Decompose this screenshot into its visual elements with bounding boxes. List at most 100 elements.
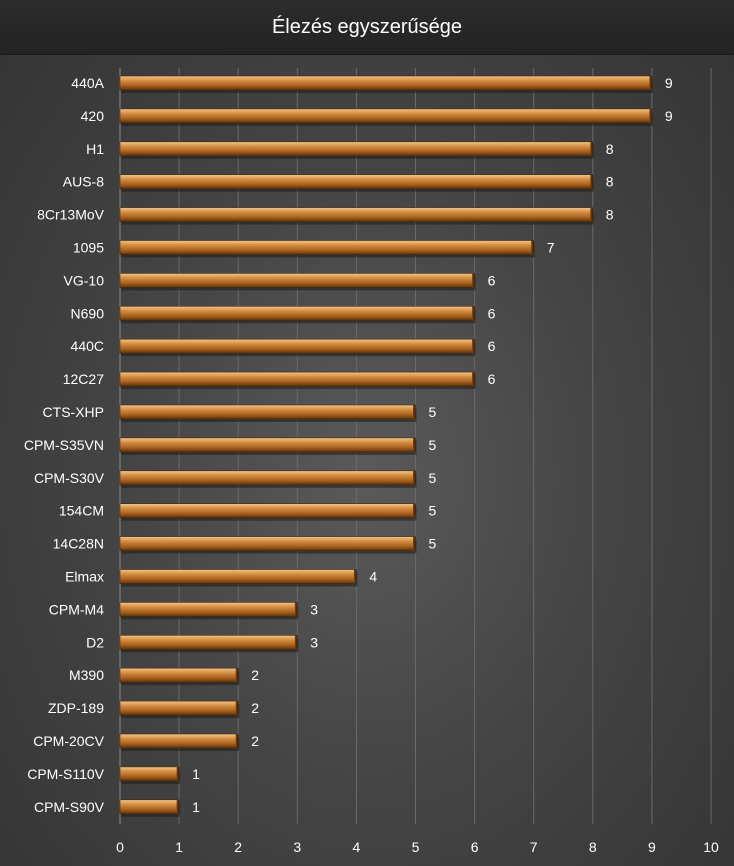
bar (119, 404, 417, 422)
category-label: AUS-8 (63, 174, 104, 190)
category-label: 440C (71, 338, 104, 354)
value-label: 5 (429, 437, 437, 453)
bar-body (119, 569, 357, 584)
bar (119, 174, 594, 192)
category-label: CTS-XHP (43, 404, 104, 420)
bar-end-cap (413, 503, 416, 518)
x-tick-label: 3 (293, 839, 301, 855)
bar-end-cap (590, 207, 593, 222)
bar-body (119, 141, 594, 157)
category-label: CPM-S35VN (24, 437, 104, 453)
bar (119, 700, 240, 719)
bar-body (119, 700, 239, 716)
category-label: CPM-M4 (49, 601, 104, 617)
value-label: 6 (488, 305, 496, 321)
bar-body (119, 404, 416, 420)
value-label: 1 (192, 766, 200, 782)
category-label: CPM-S90V (34, 799, 105, 815)
bar-end-cap (176, 799, 180, 814)
bar (119, 207, 594, 225)
bar-end-cap (235, 734, 239, 748)
x-tick-label: 10 (703, 839, 719, 855)
bar-end-cap (413, 470, 416, 485)
category-label: Elmax (65, 569, 104, 585)
value-label: 6 (488, 371, 496, 387)
x-tick-label: 4 (353, 839, 361, 855)
value-label: 5 (429, 536, 437, 552)
bar-body (119, 240, 535, 255)
chart-title: Élezés egyszerűsége (271, 16, 463, 38)
bars-group (119, 75, 653, 817)
title-bar (0, 0, 734, 55)
bar (119, 338, 476, 357)
bar-body (119, 108, 653, 124)
bar-body (119, 437, 416, 453)
bar (119, 437, 417, 455)
x-tick-label: 2 (234, 839, 242, 855)
bar-end-cap (294, 602, 298, 617)
bar-body (119, 799, 180, 815)
x-tick-label: 5 (412, 839, 420, 855)
bar (119, 536, 417, 554)
bar (119, 240, 535, 258)
bar-end-cap (472, 339, 475, 354)
value-label: 3 (310, 634, 318, 650)
bar (119, 108, 653, 126)
x-tick-label: 8 (589, 839, 597, 855)
value-label: 8 (606, 174, 614, 190)
bar-body (119, 766, 180, 782)
value-label: 3 (310, 601, 318, 617)
bar-body (119, 207, 594, 222)
bar (119, 634, 299, 653)
bar (119, 667, 240, 686)
x-axis: 0 1 2 3 4 5 6 7 8 9 10 (116, 839, 719, 855)
bar-end-cap (176, 766, 180, 781)
bar (119, 371, 476, 390)
category-label: H1 (86, 141, 104, 157)
bar-end-cap (649, 108, 652, 123)
bar (119, 569, 358, 587)
bar-end-cap (413, 536, 416, 551)
category-label: 420 (81, 108, 105, 124)
bar-body (119, 371, 475, 387)
value-label: 2 (251, 733, 259, 749)
bar-end-cap (235, 668, 239, 683)
value-label: 5 (429, 503, 437, 519)
x-tick-label: 0 (116, 839, 124, 855)
value-label: 1 (192, 799, 200, 815)
category-label: D2 (86, 634, 104, 650)
bar-body (119, 273, 475, 288)
bar-body (119, 470, 416, 486)
value-label: 6 (488, 272, 496, 288)
category-label: 1095 (73, 240, 104, 256)
bar-body (119, 305, 475, 321)
bar-body (119, 174, 594, 189)
bar-end-cap (353, 569, 357, 584)
value-label: 2 (251, 700, 259, 716)
bar-end-cap (472, 273, 475, 288)
category-labels: 440A 420 H1 AUS-8 8Cr13MoV 1095 VG-10 N690 440C 1… (24, 75, 105, 815)
value-label: 9 (665, 108, 673, 124)
category-label: ZDP-189 (48, 700, 104, 716)
bar-body (119, 667, 239, 683)
value-label: 5 (429, 470, 437, 486)
bar (119, 141, 594, 159)
value-label: 7 (547, 240, 555, 256)
value-label: 9 (665, 75, 673, 91)
value-label: 6 (488, 338, 496, 354)
bar-body (119, 602, 298, 617)
x-tick-label: 6 (471, 839, 479, 855)
bar-body (119, 634, 298, 650)
x-tick-label: 7 (530, 839, 538, 855)
bar (119, 602, 299, 620)
category-label: 154CM (59, 503, 104, 519)
bar (119, 273, 476, 291)
bar (119, 766, 181, 784)
bar-end-cap (472, 306, 475, 321)
bar (119, 799, 181, 817)
bar-end-cap (472, 372, 475, 387)
value-label: 4 (369, 569, 377, 585)
value-label: 2 (251, 667, 259, 683)
